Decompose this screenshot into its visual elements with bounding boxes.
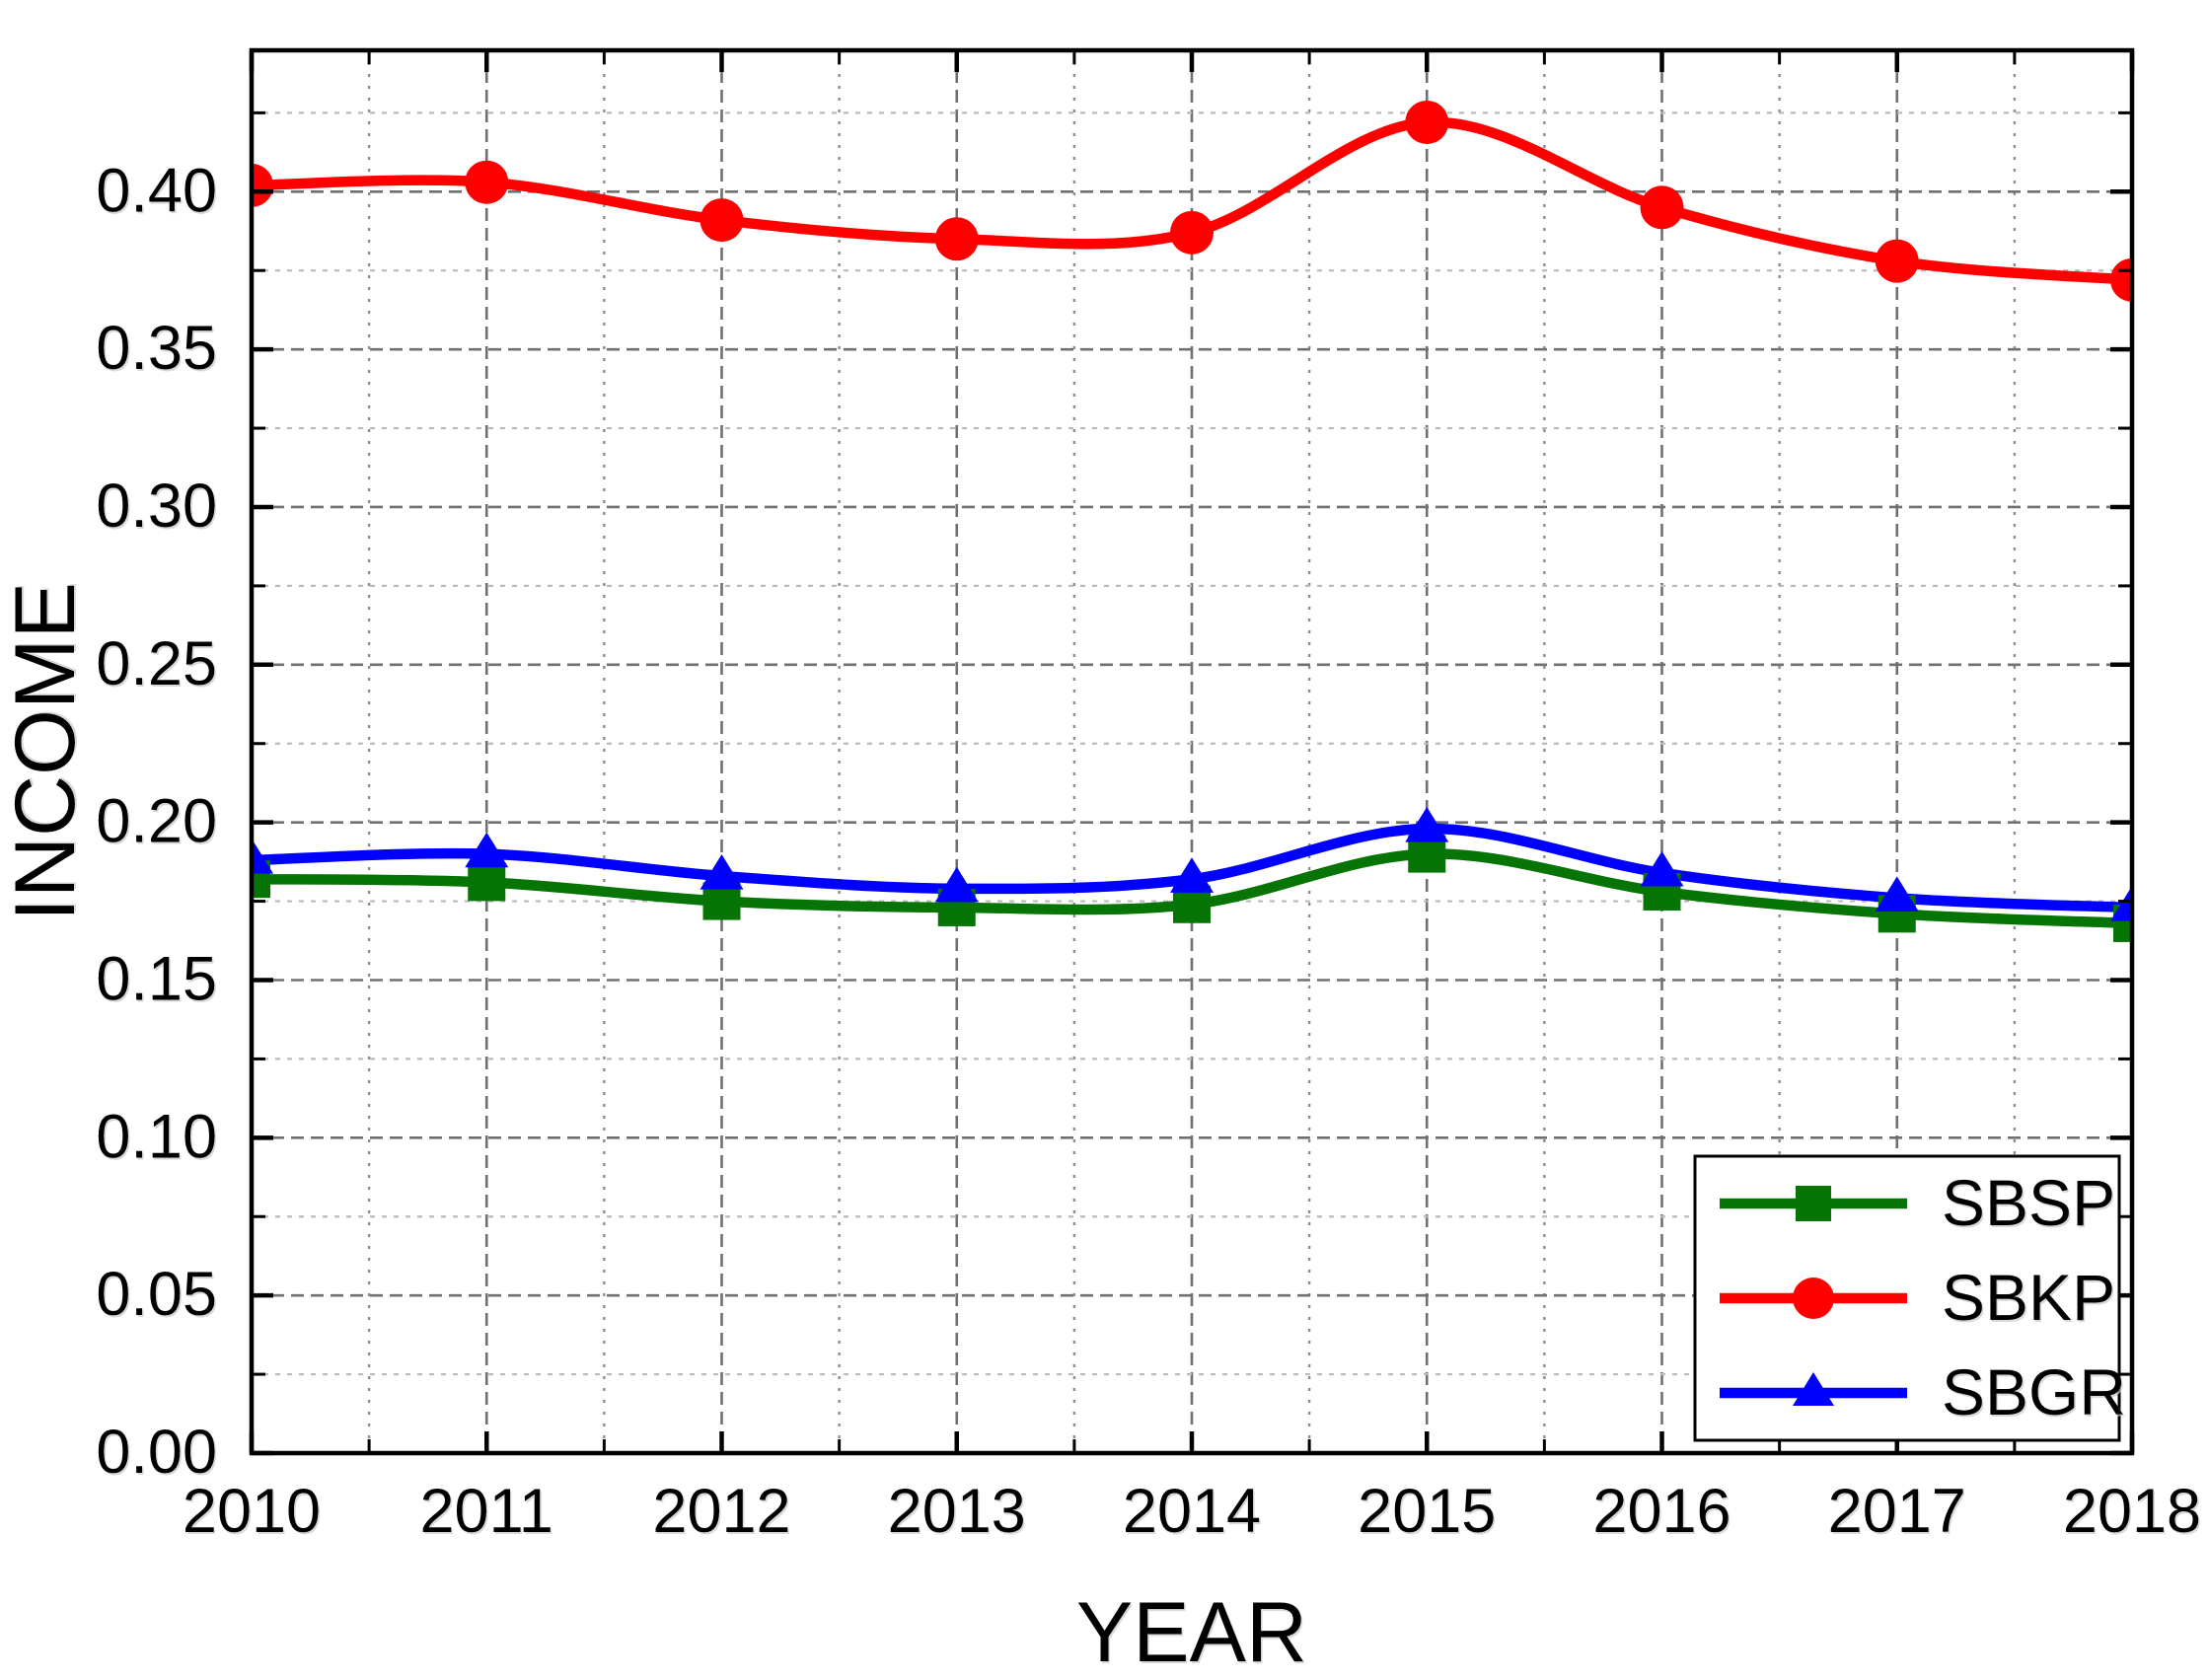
svg-text:2011: 2011 bbox=[420, 1477, 553, 1546]
svg-text:2013: 2013 bbox=[888, 1477, 1026, 1546]
svg-text:SBGR: SBGR bbox=[1942, 1355, 2126, 1428]
svg-text:2017: 2017 bbox=[1828, 1477, 1966, 1546]
svg-text:0.20: 0.20 bbox=[96, 787, 217, 856]
svg-text:0.30: 0.30 bbox=[96, 472, 217, 541]
svg-text:2015: 2015 bbox=[1358, 1477, 1496, 1546]
svg-text:2014: 2014 bbox=[1123, 1477, 1261, 1546]
svg-text:0.10: 0.10 bbox=[96, 1102, 217, 1171]
svg-text:INCOME: INCOME bbox=[0, 582, 93, 921]
svg-text:0.25: 0.25 bbox=[96, 629, 217, 698]
svg-text:YEAR: YEAR bbox=[1076, 1585, 1307, 1675]
svg-text:SBKP: SBKP bbox=[1942, 1261, 2115, 1334]
svg-text:2018: 2018 bbox=[2063, 1477, 2201, 1546]
svg-text:2012: 2012 bbox=[652, 1477, 790, 1546]
svg-text:0.35: 0.35 bbox=[96, 314, 217, 383]
svg-text:0.15: 0.15 bbox=[96, 944, 217, 1013]
svg-text:SBSP: SBSP bbox=[1942, 1166, 2115, 1239]
svg-text:0.00: 0.00 bbox=[96, 1418, 217, 1487]
svg-text:0.05: 0.05 bbox=[96, 1260, 217, 1329]
svg-text:2010: 2010 bbox=[183, 1477, 321, 1546]
svg-text:2016: 2016 bbox=[1592, 1477, 1730, 1546]
svg-text:0.40: 0.40 bbox=[96, 156, 217, 225]
